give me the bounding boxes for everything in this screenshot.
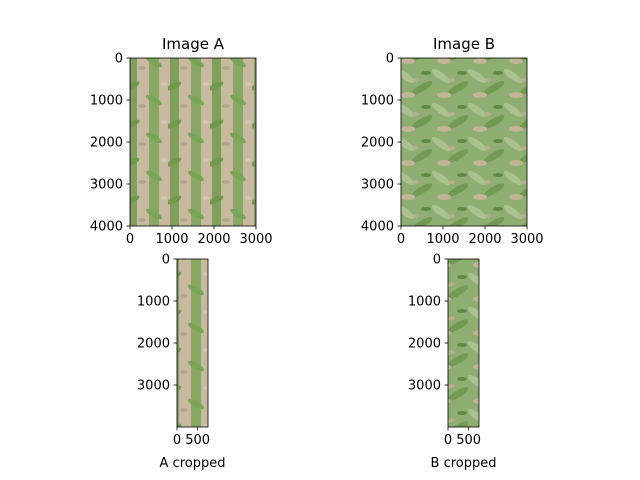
a-cropped-xlabel: A cropped [160,456,226,471]
a-cropped-xtick-label: 500 [185,433,210,448]
image-a-xtick-label: 0 [126,232,134,247]
image-b-title: Image B [433,35,495,53]
image-b-xtick-label: 3000 [510,232,543,247]
image-b-xtick-label: 1000 [426,232,459,247]
image-a-ytick-label: 0 [115,52,123,67]
a-cropped-photo [177,259,208,427]
b-cropped-ytick-label: 3000 [408,379,441,394]
a-cropped-ytick-label: 1000 [137,295,170,310]
b-cropped-photo [448,259,479,427]
image-a-xtick-label: 3000 [239,232,272,247]
image-a-xtick-label: 1000 [155,232,188,247]
b-cropped-ytick-label: 1000 [408,295,441,310]
image-a-title: Image A [162,35,225,53]
b-cropped-ytick-label: 2000 [408,337,441,352]
image-b-ytick-label: 4000 [361,220,394,235]
a-cropped-xtick-label: 0 [173,433,181,448]
b-cropped-xtick-label: 0 [444,433,452,448]
image-b-xtick-label: 0 [397,232,405,247]
image-b-ytick-label: 2000 [361,136,394,151]
image-b-photo [401,58,527,226]
image-a-ytick-label: 3000 [90,178,123,193]
image-a-ytick-label: 4000 [90,220,123,235]
image-b-ytick-label: 1000 [361,94,394,109]
b-cropped-xlabel: B cropped [431,456,497,471]
b-cropped-panel: 0 500 0 1000 2000 3000 B cropped [408,253,497,472]
a-cropped-ytick-label: 3000 [137,379,170,394]
image-a-ytick-label: 2000 [90,136,123,151]
image-a-panel: 0 1000 2000 3000 0 1000 2000 3000 4000 Image A [90,35,273,247]
image-b-panel: 0 1000 2000 3000 0 1000 2000 3000 4000 Image B [361,35,544,247]
image-a-photo [130,58,256,226]
b-cropped-xtick-label: 500 [456,433,481,448]
a-cropped-ytick-label: 0 [162,253,170,268]
b-cropped-ytick-label: 0 [433,253,441,268]
image-a-ytick-label: 1000 [90,94,123,109]
image-b-ytick-label: 3000 [361,178,394,193]
image-b-xtick-label: 2000 [468,232,501,247]
image-b-ytick-label: 0 [386,52,394,67]
a-cropped-panel: 0 500 0 1000 2000 3000 A cropped [137,253,226,472]
image-a-xtick-label: 2000 [197,232,230,247]
a-cropped-ytick-label: 2000 [137,337,170,352]
